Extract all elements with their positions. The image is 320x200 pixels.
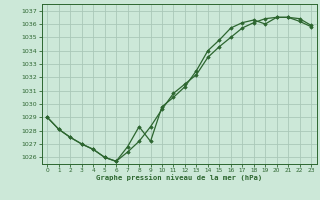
X-axis label: Graphe pression niveau de la mer (hPa): Graphe pression niveau de la mer (hPa) [96,175,262,181]
